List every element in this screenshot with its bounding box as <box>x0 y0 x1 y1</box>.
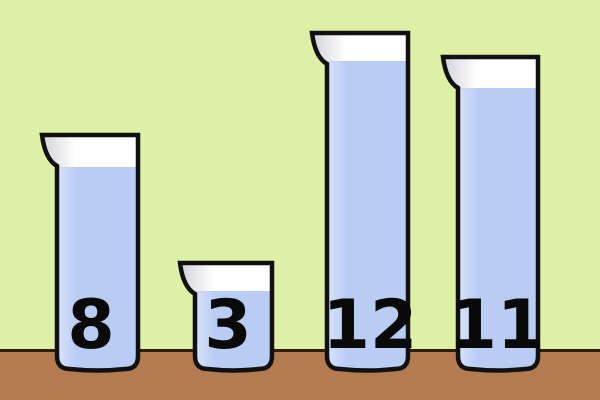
beaker-outline <box>309 30 411 373</box>
water-highlight <box>456 88 478 369</box>
beaker-value-label: 11 <box>450 286 545 365</box>
beaker-value-label: 8 <box>67 286 114 365</box>
beaker-12: 12 <box>309 30 418 373</box>
beaker-outline <box>39 132 141 373</box>
table-edge <box>0 349 600 352</box>
beaker-3: 3 <box>177 260 275 373</box>
water-highlight <box>325 61 347 369</box>
beaker-8: 8 <box>39 132 141 373</box>
beaker-outline <box>440 54 541 373</box>
water-highlight <box>55 167 77 369</box>
water-highlight <box>193 291 215 369</box>
beakers-group: 8 3 12 11 <box>39 30 545 373</box>
beaker-11: 11 <box>440 54 545 373</box>
beaker-value-label: 12 <box>323 286 418 365</box>
beaker-outline <box>177 260 275 373</box>
beaker-value-label: 3 <box>204 286 251 365</box>
